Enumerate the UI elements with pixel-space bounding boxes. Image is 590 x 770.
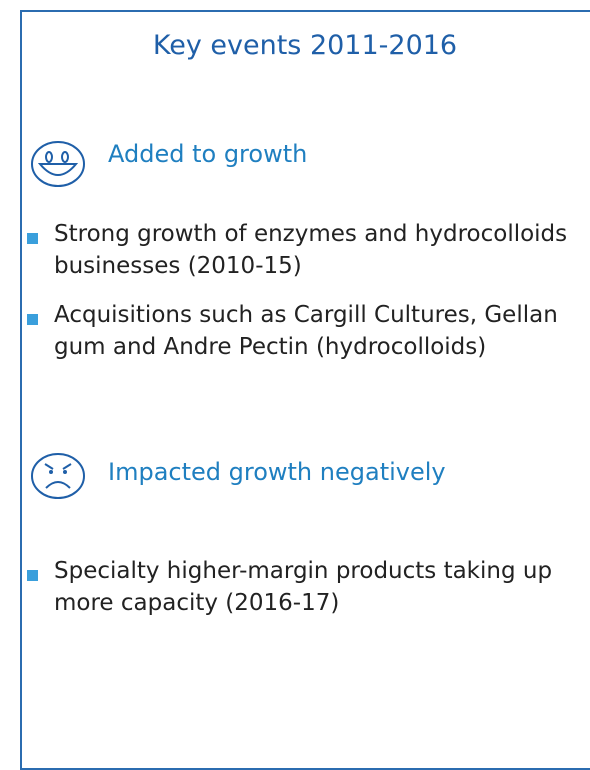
list-item: Strong growth of enzymes and hydrocolloi… [54, 221, 568, 279]
happy-icon [31, 141, 85, 187]
frame [20, 10, 590, 770]
bullet [27, 570, 38, 581]
list-item: Specialty higher-margin products taking … [54, 558, 553, 616]
section-heading: Impacted growth negatively [108, 458, 446, 486]
bullet [27, 233, 38, 244]
title: Key events 2011-2016 [152, 30, 458, 61]
bullet [27, 314, 38, 325]
section-heading: Added to growth [108, 140, 308, 168]
sad-icon [31, 453, 85, 499]
list-item: Acquisitions such as Cargill Cultures, G… [54, 302, 558, 360]
